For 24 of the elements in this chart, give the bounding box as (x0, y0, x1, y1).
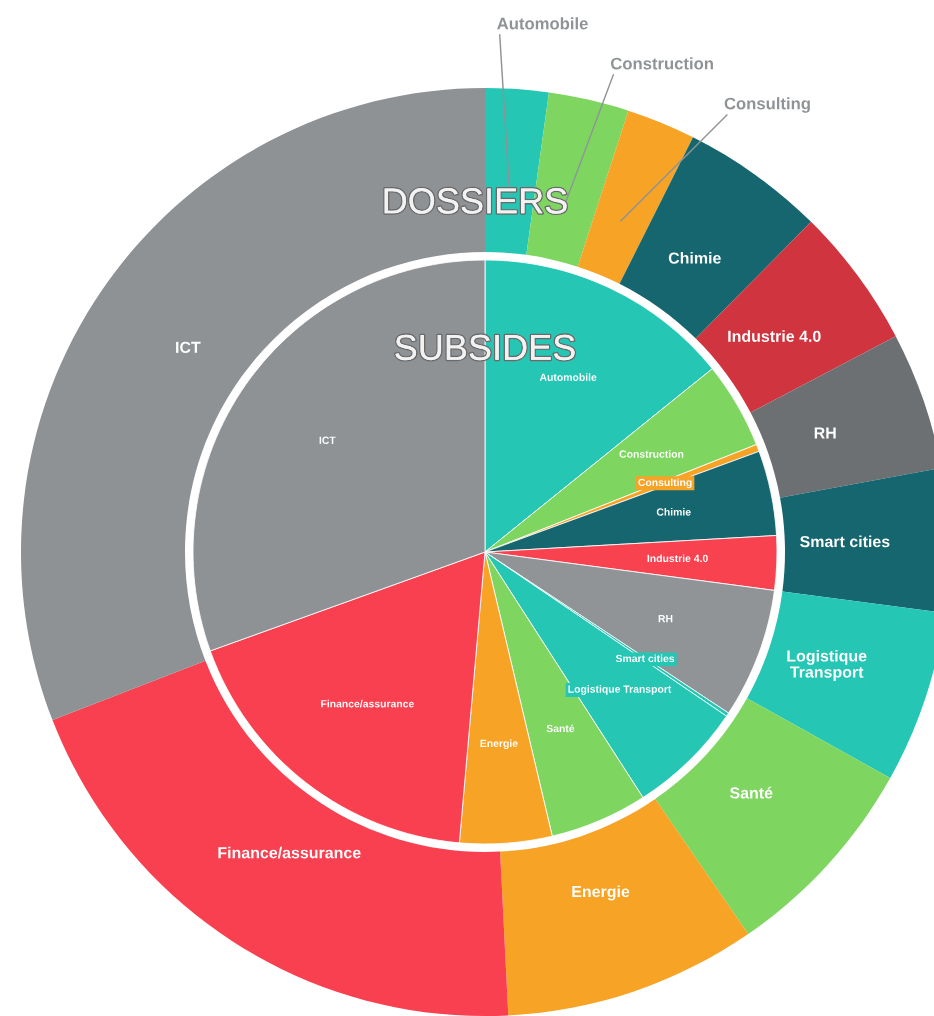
slice-label: Finance/assurance (218, 846, 361, 859)
slice-label: Industrie 4.0 (647, 554, 708, 563)
slice-label: ICT (319, 436, 336, 444)
slice-label: Energie (480, 739, 518, 750)
slice-label: Automobile (539, 373, 597, 381)
slice-label: Chimie (656, 508, 691, 516)
slice-label: Construction (619, 450, 684, 458)
category-label: Smart cities (800, 535, 890, 548)
category-label: RH (814, 427, 836, 439)
category-label: Automobile (497, 17, 588, 30)
slice-label: Smart cities (615, 654, 675, 663)
slice-label: ICT (176, 341, 201, 353)
category-label: Industrie 4.0 (728, 330, 821, 342)
slice-label: Consulting (638, 478, 692, 489)
category-label: Chimie (668, 251, 721, 264)
category-label: Logistique Transport (787, 649, 867, 681)
slice-label: Energie (572, 885, 630, 901)
category-label: Consulting (724, 97, 810, 113)
slice-label: Santé (546, 724, 575, 733)
category-label: Santé (729, 786, 773, 799)
slice-label: RH (658, 615, 673, 623)
slice-label: Logistique Transport (568, 685, 672, 695)
slice-label: Finance/assurance (321, 699, 414, 708)
category-label: Construction (610, 57, 713, 70)
